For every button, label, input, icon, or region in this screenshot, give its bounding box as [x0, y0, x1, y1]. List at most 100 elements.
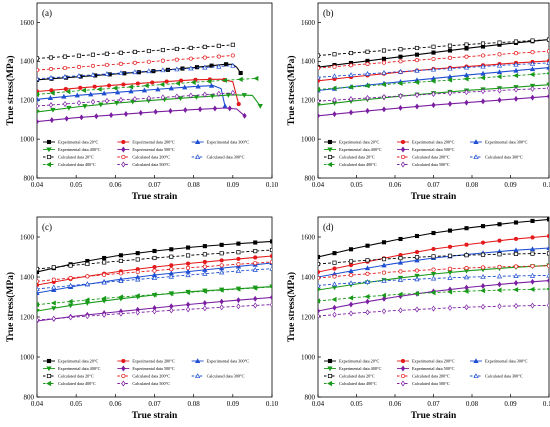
data-point	[331, 296, 337, 303]
data-point	[102, 255, 107, 261]
data-point	[464, 242, 469, 247]
legend-marker	[400, 380, 406, 387]
data-point	[37, 56, 40, 61]
data-point	[236, 303, 241, 310]
data-point	[546, 287, 549, 291]
data-point	[431, 44, 436, 49]
data-point	[253, 261, 258, 266]
data-point	[76, 99, 82, 106]
data-point	[364, 71, 371, 76]
data-point	[529, 286, 535, 292]
data-point	[183, 107, 188, 114]
x-tick-label: 0.10	[266, 181, 279, 189]
data-point	[318, 308, 321, 314]
data-point	[381, 48, 387, 53]
data-point	[118, 96, 124, 103]
legend-marker	[46, 161, 52, 168]
data-point	[118, 61, 123, 66]
data-point	[96, 86, 102, 92]
data-point	[146, 68, 152, 74]
series-line-8	[37, 77, 257, 95]
data-point	[109, 112, 114, 119]
data-point	[497, 40, 502, 45]
data-point	[174, 57, 179, 62]
data-point	[365, 107, 370, 114]
data-point	[331, 73, 338, 79]
data-point	[141, 87, 148, 93]
legend-label: Experimental data 200°C	[412, 140, 455, 145]
data-point	[79, 114, 84, 121]
data-point	[530, 218, 535, 223]
data-point	[168, 85, 174, 91]
data-point	[414, 233, 420, 239]
data-point	[414, 58, 420, 63]
data-point	[37, 308, 40, 314]
data-point	[332, 274, 337, 279]
data-point	[365, 271, 370, 276]
data-point	[202, 300, 207, 307]
data-point	[202, 305, 207, 312]
y-tick-label: 1400	[301, 273, 316, 281]
legend: Experimental data 20°C Experimental data …	[43, 358, 249, 387]
data-point	[206, 78, 212, 84]
data-point	[104, 71, 110, 76]
data-point	[464, 253, 469, 258]
data-point	[216, 54, 221, 59]
data-point	[118, 271, 123, 276]
x-axis-title: True strain	[411, 192, 457, 202]
data-point	[430, 271, 437, 277]
data-point	[152, 308, 157, 315]
y-tick-label: 1600	[301, 233, 316, 241]
x-tick-label: 0.06	[389, 400, 402, 408]
data-point	[318, 103, 321, 108]
legend: Experimental data 20°C Experimental data …	[43, 139, 249, 168]
data-point	[431, 246, 436, 252]
data-point	[65, 88, 71, 95]
data-point	[414, 255, 420, 260]
data-point	[216, 90, 221, 97]
data-point	[236, 256, 241, 261]
data-point	[530, 235, 535, 240]
data-point	[37, 279, 40, 284]
data-point	[513, 236, 519, 241]
data-point	[546, 71, 549, 75]
x-tick-label: 0.04	[31, 400, 44, 408]
x-tick-label: 0.06	[109, 181, 122, 189]
legend-marker	[327, 366, 333, 372]
data-point	[430, 275, 437, 281]
data-point	[188, 65, 194, 71]
data-point	[219, 251, 224, 256]
data-point	[464, 42, 469, 47]
data-point	[269, 285, 272, 289]
y-tick-label: 1000	[301, 136, 316, 144]
data-point	[90, 98, 96, 105]
data-point	[168, 273, 174, 279]
data-point	[202, 244, 207, 249]
data-point	[513, 280, 519, 286]
data-point	[530, 85, 535, 92]
legend-label: Calculated data 20°C	[58, 374, 94, 379]
data-point	[202, 44, 207, 49]
data-point	[174, 93, 180, 100]
data-point	[50, 107, 56, 113]
data-point	[169, 307, 174, 314]
data-point	[37, 317, 40, 323]
legend-marker	[327, 380, 333, 387]
data-point	[464, 54, 469, 59]
data-point	[463, 76, 469, 82]
data-point	[160, 67, 166, 73]
panel-label: (c)	[42, 222, 52, 232]
legend-marker	[121, 139, 126, 145]
data-point	[546, 251, 549, 256]
data-point	[430, 66, 437, 72]
data-point	[332, 64, 337, 69]
data-point	[332, 111, 337, 118]
data-point	[480, 273, 486, 279]
data-point	[230, 89, 235, 96]
y-tick-label: 1400	[301, 58, 316, 66]
data-point	[513, 51, 519, 56]
data-point	[51, 284, 57, 290]
data-point	[480, 252, 486, 257]
legend-marker	[121, 146, 126, 153]
data-point	[216, 43, 221, 48]
